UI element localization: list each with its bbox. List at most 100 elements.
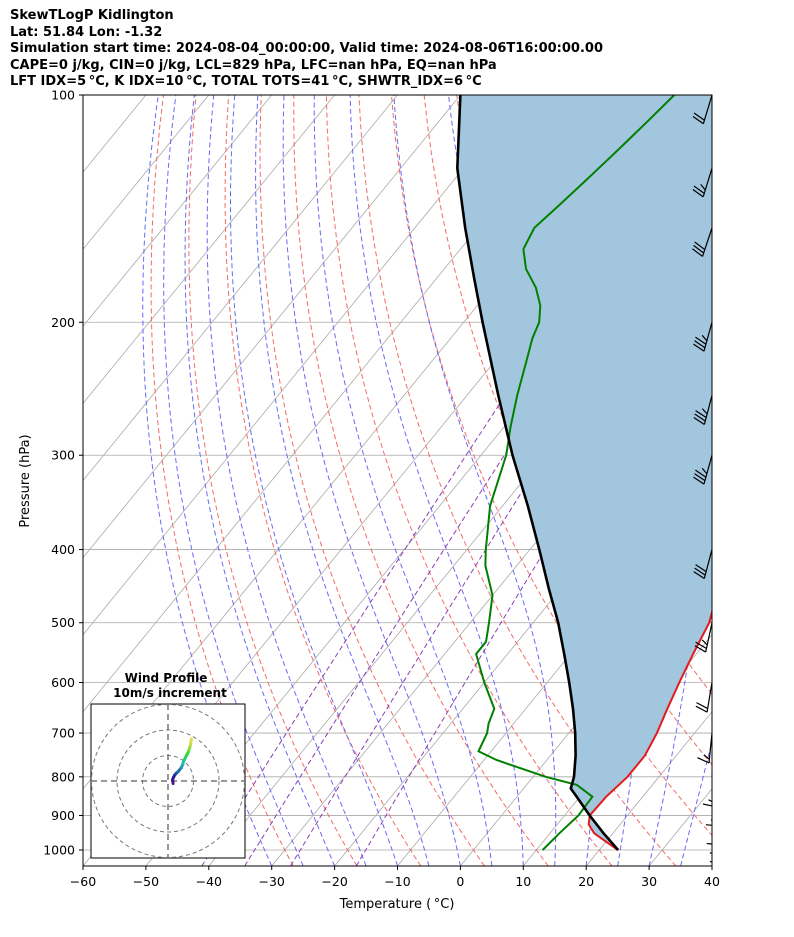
hodograph-inset: Wind Profile 10m/s increment	[90, 671, 246, 859]
wind-barb-staff	[703, 395, 712, 425]
isotherm-line	[460, 556, 712, 866]
isotherm-line	[83, 95, 273, 327]
wind-barb-flag	[700, 183, 706, 191]
wind-barb-flag	[695, 410, 707, 418]
y-axis-ticks: 100 200 300 400 500 600 700 800 900 1000	[43, 88, 83, 858]
wind-barb-flag	[692, 248, 703, 257]
wind-barb-flag	[694, 567, 706, 576]
moist-adiabat-line	[184, 95, 336, 866]
wind-barb-staff	[703, 549, 712, 579]
wind-barb-flag	[711, 869, 724, 870]
wind-barb	[693, 395, 712, 425]
dry-adiabat-line	[224, 95, 422, 866]
x-tick-label: −40	[196, 874, 222, 889]
wind-barb-flag	[702, 803, 712, 807]
isotherm-line	[83, 95, 84, 96]
wind-barb	[695, 682, 712, 713]
wind-barb-staff	[702, 95, 712, 124]
chart-header: SkewTLogP Kidlington Lat: 51.84 Lon: -1.…	[10, 8, 603, 91]
y-tick-label: 600	[51, 675, 75, 690]
wind-barb	[693, 455, 712, 485]
wind-barb-flag	[693, 185, 705, 194]
dry-adiabat-line	[783, 95, 794, 866]
y-axis-label: Pressure (hPa)	[18, 434, 33, 527]
x-tick-label: 30	[641, 874, 657, 889]
wind-barb-flag	[696, 702, 708, 710]
wind-barb-flag	[693, 112, 705, 121]
x-axis-ticks: −60 −50 −40 −30 −20 −10 0 10 20 30 40	[70, 866, 720, 889]
x-tick-label: 10	[515, 874, 531, 889]
wind-barb-staff	[701, 227, 712, 257]
mixing-ratio-line	[201, 95, 705, 866]
y-tick-label: 200	[51, 315, 75, 330]
wind-barbs	[692, 95, 724, 870]
dry-adiabat-line	[259, 95, 485, 866]
x-tick-label: −10	[384, 874, 410, 889]
wind-barb-flag	[693, 476, 705, 485]
x-tick-label: 0	[456, 874, 464, 889]
dry-adiabat-line	[717, 95, 794, 866]
dry-adiabat-line	[188, 95, 358, 866]
moist-adiabat-line	[206, 95, 367, 866]
wind-barb-staff	[711, 815, 712, 818]
wind-barb	[692, 167, 712, 198]
wind-barb	[706, 815, 712, 845]
dewpoint-line	[474, 95, 676, 851]
x-tick-label: 20	[578, 874, 594, 889]
moist-adiabat-line	[349, 95, 524, 866]
wind-barb-flag	[694, 413, 706, 422]
isotherm-line	[397, 479, 712, 866]
wind-barb-staff	[703, 322, 712, 352]
wind-barb-flag	[697, 757, 710, 764]
moist-adiabat-line	[313, 95, 493, 866]
wind-barb-flag	[694, 241, 706, 251]
wind-barb-flag	[695, 469, 707, 478]
cape-shading-area	[457, 95, 712, 850]
params-line: CAPE=0 j/kg, CIN=0 j/kg, LCL=829 hPa, LF…	[10, 57, 497, 73]
wind-barb-flag	[705, 824, 712, 826]
wind-barb-staff	[711, 796, 712, 800]
wind-barb-flag	[692, 189, 704, 198]
wind-barb-flag	[714, 856, 721, 858]
dry-adiabat-line	[325, 95, 613, 866]
wind-barb	[692, 227, 712, 257]
wind-barb	[693, 322, 712, 352]
wind-barb-flag	[701, 467, 708, 475]
hodograph-title: Wind Profile	[125, 671, 208, 685]
wind-barb-flag	[692, 115, 704, 125]
sounding-profiles	[455, 95, 712, 851]
wind-barb-flag	[695, 705, 708, 713]
wind-barb	[694, 622, 712, 653]
isotherm-line	[585, 711, 712, 866]
wind-barb-flag	[694, 340, 706, 349]
wind-barb-flag	[706, 842, 712, 845]
wind-barb-staff	[711, 824, 712, 827]
x-tick-label: −20	[321, 874, 347, 889]
x-axis-label: Temperature ( °C)	[339, 897, 455, 912]
moist-adiabat-line	[163, 95, 304, 866]
temperature-line	[587, 608, 712, 851]
x-tick-label: −30	[259, 874, 285, 889]
wind-barb	[692, 95, 712, 125]
wind-barb-staff	[703, 455, 712, 485]
wind-barb	[693, 549, 712, 580]
plot-area	[83, 95, 794, 870]
hodograph-plot	[91, 704, 245, 858]
time-line: Simulation start time: 2024-08-04_00:00:…	[10, 41, 603, 56]
wind-barb-staff	[711, 850, 712, 852]
wind-barb	[697, 732, 712, 764]
y-tick-label: 700	[51, 726, 75, 741]
wind-barb-flag	[694, 473, 706, 482]
wind-barb-flag	[695, 641, 707, 650]
isotherm-line	[83, 95, 398, 482]
wind-barb	[702, 776, 712, 807]
wind-barb-staff	[711, 841, 712, 844]
moist-adiabat-line	[282, 95, 461, 866]
moist-adiabat-line	[230, 95, 398, 866]
wind-barb	[711, 841, 724, 870]
indices-line: LFT IDX=5 °C, K IDX=10 °C, TOTAL TOTS=41…	[10, 74, 482, 89]
y-tick-label: 800	[51, 769, 75, 784]
moist-adiabat-line	[711, 864, 712, 866]
y-tick-label: 400	[51, 542, 75, 557]
y-tick-label: 300	[51, 448, 75, 463]
